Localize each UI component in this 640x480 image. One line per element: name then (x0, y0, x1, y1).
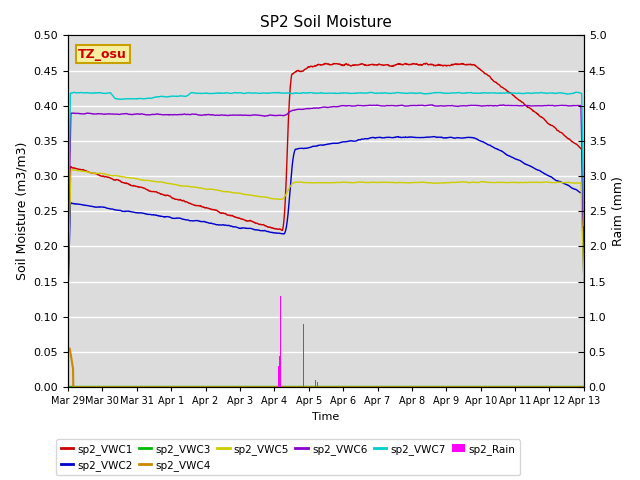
Title: SP2 Soil Moisture: SP2 Soil Moisture (260, 15, 392, 30)
Legend: sp2_VWC1, sp2_VWC2, sp2_VWC3, sp2_VWC4, sp2_VWC5, sp2_VWC6, sp2_VWC7, sp2_Rain: sp2_VWC1, sp2_VWC2, sp2_VWC3, sp2_VWC4, … (56, 439, 520, 475)
Y-axis label: Soil Moisture (m3/m3): Soil Moisture (m3/m3) (15, 142, 28, 280)
X-axis label: Time: Time (312, 412, 340, 422)
Y-axis label: Raim (mm): Raim (mm) (612, 176, 625, 246)
Text: TZ_osu: TZ_osu (78, 48, 127, 60)
